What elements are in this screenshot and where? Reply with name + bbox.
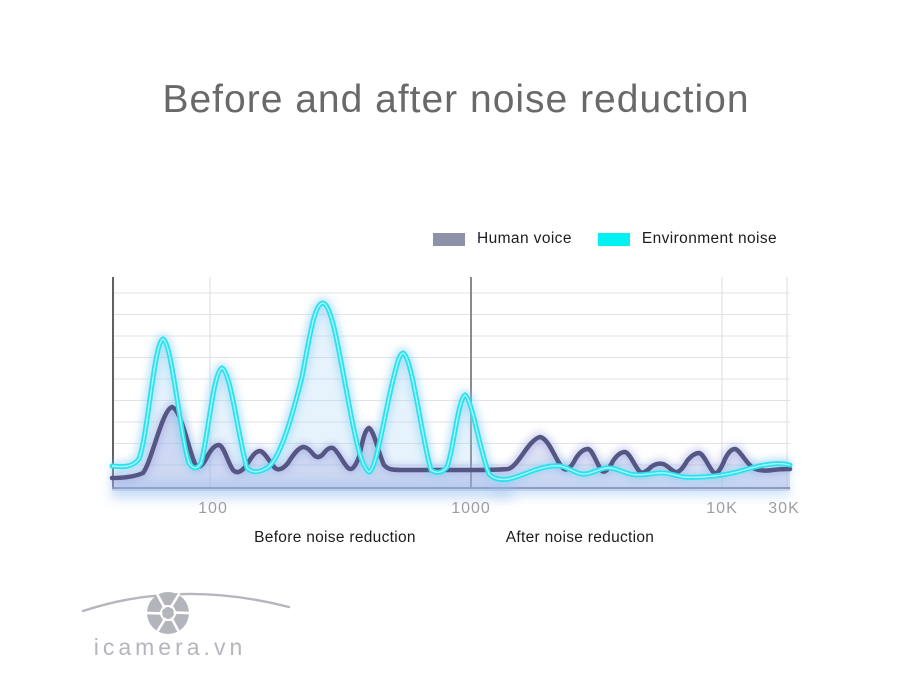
human-voice-swatch-icon [433,232,465,246]
x-tick-30k: 30K [768,500,800,517]
page-title: Before and after noise reduction [162,78,750,121]
eye-arc-icon [81,592,291,613]
brand-logo: icamera.vn [81,592,291,660]
legend-label-environment-noise: Environment noise [641,230,778,247]
legend-item-human-voice: Human voice [433,230,572,248]
environment-noise-swatch-icon [597,232,630,246]
chart-legend: Human voice Environment noise [433,230,777,248]
aperture-icon [144,592,192,634]
x-tick-10k: 10K [706,500,738,517]
section-label-after: After noise reduction [505,529,655,546]
x-tick-1000: 1000 [451,500,491,517]
spectrum-chart [112,277,790,499]
logo-wordmark: icamera.vn [94,634,246,660]
section-label-before: Before noise reduction [254,529,416,546]
legend-item-environment-noise: Environment noise [597,230,778,248]
legend-label-human-voice: Human voice [477,230,572,247]
x-tick-100: 100 [198,500,228,517]
